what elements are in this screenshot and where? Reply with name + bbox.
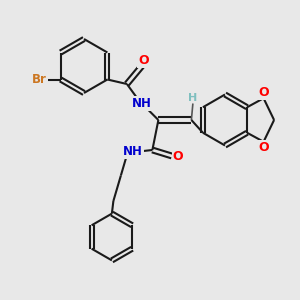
Text: NH: NH <box>132 97 152 110</box>
Text: O: O <box>172 149 183 163</box>
Text: Br: Br <box>32 73 47 86</box>
Text: O: O <box>138 53 149 67</box>
Text: H: H <box>188 92 197 103</box>
Text: O: O <box>258 141 269 154</box>
Text: O: O <box>258 86 269 99</box>
Text: NH: NH <box>123 145 143 158</box>
